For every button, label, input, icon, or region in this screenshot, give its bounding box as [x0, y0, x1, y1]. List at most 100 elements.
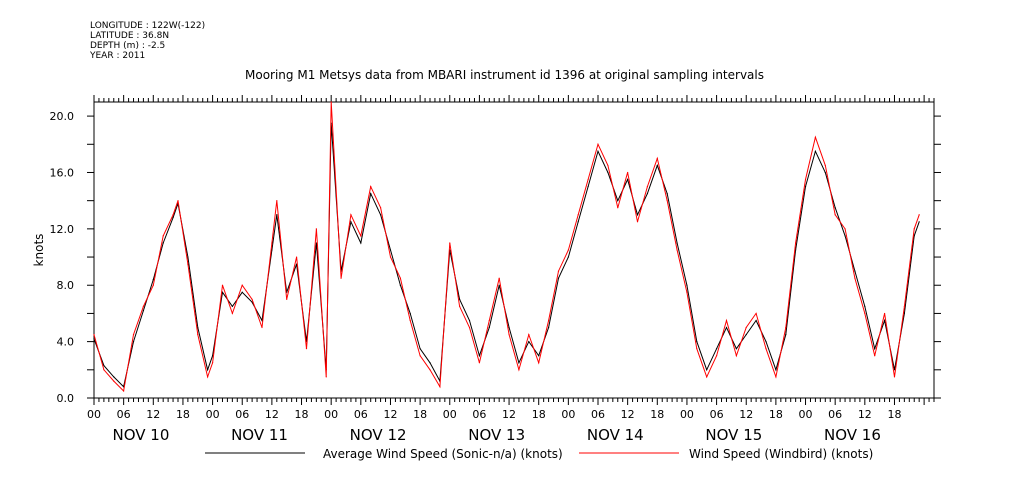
data-point	[844, 235, 846, 237]
data-point	[666, 200, 668, 202]
data-point	[350, 221, 352, 223]
data-point	[93, 333, 95, 336]
data-point	[360, 235, 362, 237]
data-point	[854, 277, 856, 279]
data-point	[113, 380, 115, 382]
data-point	[913, 235, 915, 237]
data-point	[676, 249, 678, 251]
data-point	[315, 242, 317, 244]
data-point	[221, 284, 224, 286]
x-tick-label: 12	[502, 408, 516, 421]
data-point	[597, 150, 599, 152]
x-tick-label: 18	[295, 408, 309, 421]
y-tick-label: 20.0	[50, 110, 75, 123]
data-point	[498, 284, 500, 286]
data-point	[706, 369, 708, 371]
data-point	[103, 369, 105, 371]
data-point	[696, 341, 698, 343]
data-point	[187, 263, 189, 265]
data-point	[399, 277, 401, 279]
data-point	[883, 319, 886, 322]
x-tick-label: 00	[324, 408, 338, 421]
data-point	[468, 326, 471, 329]
x-tick-label: 06	[354, 408, 368, 421]
data-point	[824, 171, 826, 174]
data-point	[132, 341, 135, 343]
x-tick-label: 06	[117, 408, 131, 421]
data-point	[241, 291, 243, 293]
meta-longitude: LONGITUDE : 122W(-122)	[90, 21, 206, 31]
data-point	[207, 369, 209, 371]
data-point	[187, 256, 189, 258]
data-point	[251, 298, 253, 300]
data-point	[557, 270, 560, 272]
data-point	[399, 284, 401, 286]
data-point	[330, 101, 332, 103]
data-point	[478, 355, 481, 357]
data-point	[325, 376, 327, 378]
metadata-block: LONGITUDE : 122W(-122) LATITUDE : 36.8N …	[90, 21, 205, 61]
data-point	[231, 312, 233, 315]
data-point	[508, 333, 510, 336]
data-point	[874, 348, 876, 350]
x-tick-label: 00	[561, 408, 575, 421]
x-day-label: NOV 12	[350, 426, 407, 444]
x-tick-label: 06	[710, 408, 724, 421]
data-point	[123, 390, 125, 392]
data-point	[725, 326, 728, 329]
data-point	[340, 277, 342, 279]
x-tick-label: 12	[739, 408, 753, 421]
data-point	[211, 362, 214, 364]
data-point	[913, 228, 915, 230]
data-point	[587, 178, 589, 181]
data-point	[409, 319, 411, 322]
data-point	[271, 242, 273, 244]
data-point	[567, 256, 569, 258]
data-point	[449, 242, 451, 244]
data-point	[370, 193, 372, 195]
data-point	[276, 200, 278, 202]
data-point	[745, 333, 747, 336]
data-point	[785, 326, 787, 329]
x-day-label: NOV 11	[231, 426, 288, 444]
x-tick-label: 18	[769, 408, 783, 421]
x-day-label: NOV 15	[705, 426, 762, 444]
y-axis-label: knots	[32, 234, 46, 267]
data-point	[286, 298, 288, 300]
x-tick-label: 06	[591, 408, 605, 421]
data-point	[893, 369, 896, 371]
data-point	[113, 376, 115, 378]
data-point	[903, 305, 905, 307]
chart-title: Mooring M1 Metsys data from MBARI instru…	[245, 68, 764, 82]
data-point	[627, 171, 629, 174]
data-point	[706, 376, 708, 378]
x-tick-label: 06	[828, 408, 842, 421]
x-tick-label: 12	[383, 408, 397, 421]
data-point	[587, 185, 589, 188]
data-point	[231, 305, 233, 307]
data-point	[656, 157, 658, 159]
x-tick-label: 18	[887, 408, 901, 421]
x-tick-label: 00	[799, 408, 813, 421]
series-line-1	[93, 123, 920, 388]
data-point	[814, 136, 817, 138]
data-point	[221, 291, 224, 293]
data-point	[276, 214, 278, 216]
data-point	[804, 185, 807, 188]
data-point	[478, 362, 481, 364]
data-point	[152, 279, 154, 281]
data-point	[607, 164, 609, 167]
data-point	[241, 284, 243, 286]
data-point	[197, 333, 199, 336]
data-point	[547, 326, 550, 329]
x-tick-label: 00	[443, 408, 457, 421]
data-point	[538, 362, 540, 364]
data-point	[577, 221, 579, 223]
data-point	[419, 355, 421, 357]
data-point	[844, 228, 846, 230]
data-point	[883, 312, 886, 315]
data-point	[305, 348, 308, 350]
data-point	[350, 214, 352, 216]
data-point	[676, 242, 678, 244]
